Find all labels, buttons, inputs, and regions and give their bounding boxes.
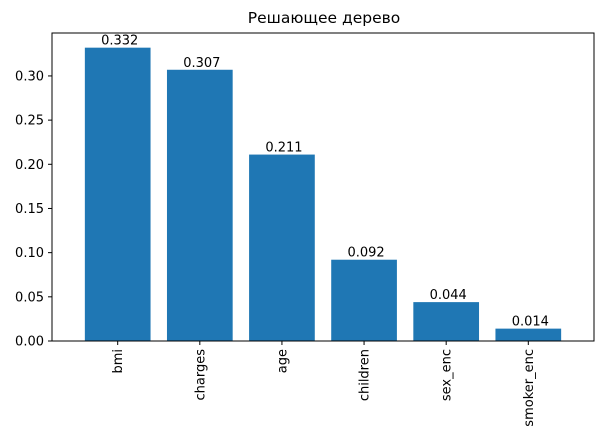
data-label-smoker_enc: 0.014: [512, 315, 549, 330]
y-tick-label: 0.30: [15, 69, 44, 84]
x-tick-label-children: children: [358, 349, 373, 401]
x-tick-label-smoker_enc: smoker_enc: [522, 349, 537, 427]
data-label-age: 0.211: [265, 141, 302, 156]
y-tick-label: 0.10: [15, 246, 44, 261]
bar-charges: [166, 69, 233, 341]
plot-frame: [51, 32, 595, 342]
x-tick-label-bmi: bmi: [111, 349, 126, 374]
data-label-bmi: 0.332: [101, 34, 138, 49]
bar-children: [331, 259, 397, 341]
bar-sex_enc: [413, 302, 480, 341]
bar-age: [249, 154, 315, 341]
x-tick-label-charges: charges: [193, 349, 208, 401]
plot-area: 0.332 0.307 0.211 0.092 0.044 0.014 0.00 0.05 0.…: [15, 32, 595, 427]
bar-smoker_enc: [495, 328, 562, 341]
y-tick-label: 0.00: [15, 335, 44, 350]
x-tick-label-sex_enc: sex_enc: [440, 349, 455, 401]
y-tick-label: 0.25: [15, 114, 44, 129]
data-label-charges: 0.307: [183, 56, 220, 71]
y-tick-label: 0.05: [15, 290, 44, 305]
data-label-sex_enc: 0.044: [430, 288, 467, 303]
x-tick-label-age: age: [275, 349, 290, 373]
y-tick-label: 0.20: [15, 158, 44, 173]
bar-bmi: [84, 47, 151, 342]
y-tick-label: 0.15: [15, 202, 44, 217]
data-label-children: 0.092: [347, 246, 384, 261]
chart-title: Решающее дерево: [248, 9, 400, 27]
